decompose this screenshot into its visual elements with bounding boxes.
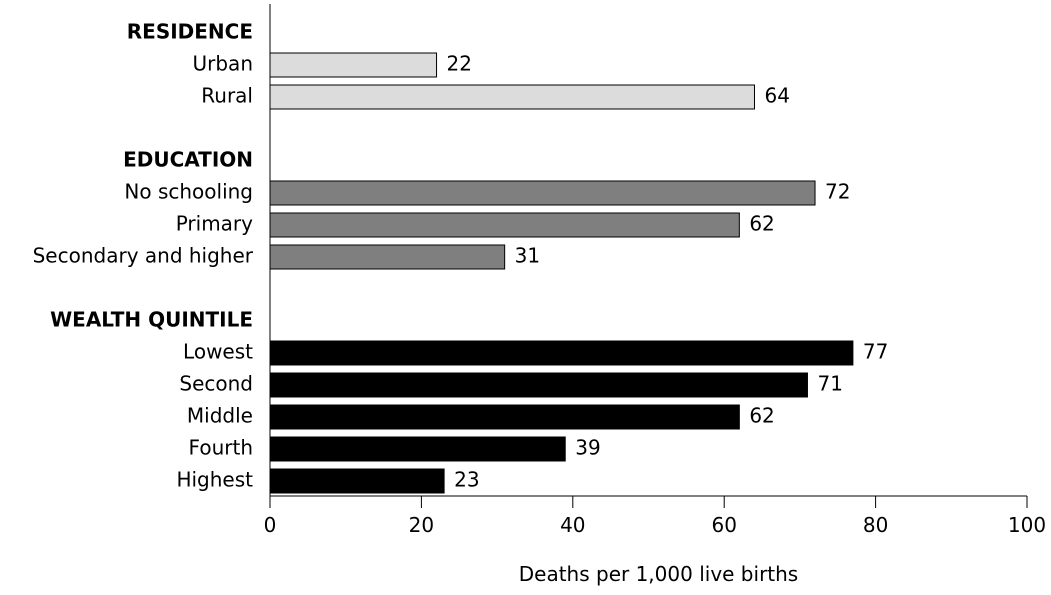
x-tick-label: 60 [711,513,736,537]
x-tick-label: 20 [409,513,434,537]
bar-no-schooling [269,180,816,206]
category-label-highest: Highest [176,468,253,492]
value-label-no-schooling: 72 [825,180,850,204]
bar-rural [269,84,755,110]
bar-fourth [269,436,566,462]
category-label-rural: Rural [201,84,253,108]
bar-primary [269,212,740,238]
value-label-urban: 22 [447,52,472,76]
group-label-education: EDUCATION [123,148,253,172]
x-tick-label: 40 [560,513,585,537]
category-label-secondary-and-higher: Secondary and higher [33,244,254,268]
group-label-wealth-quintile: WEALTH QUINTILE [50,308,253,332]
bar-urban [269,52,438,78]
bar-second [269,372,808,398]
x-tick-label: 100 [1008,513,1046,537]
plot-area: RESIDENCE Urban 22 Rural 64 EDUCATION No schoo… [33,20,888,494]
category-label-lowest: Lowest [183,340,253,364]
bar-middle [269,404,740,430]
value-label-primary: 62 [749,212,774,236]
category-label-fourth: Fourth [189,436,253,460]
category-label-second: Second [179,372,253,396]
category-label-no-schooling: No schooling [124,180,253,204]
value-label-second: 71 [817,372,842,396]
x-axis-title: Deaths per 1,000 live births [519,562,798,586]
value-label-fourth: 39 [575,436,600,460]
category-label-middle: Middle [187,404,253,428]
group-label-residence: RESIDENCE [127,20,253,44]
x-tick-label: 0 [264,513,277,537]
value-label-lowest: 77 [863,340,888,364]
value-label-secondary-and-higher: 31 [515,244,540,268]
value-label-rural: 64 [764,84,789,108]
category-label-primary: Primary [176,212,253,236]
x-axis-ticks: 0 20 40 60 80 100 [264,496,1046,537]
bar-lowest [269,340,854,366]
value-label-highest: 23 [454,468,479,492]
value-label-middle: 62 [749,404,774,428]
category-label-urban: Urban [193,52,254,76]
bar-highest [269,468,445,494]
bar-secondary-and-higher [269,244,506,270]
x-tick-label: 80 [863,513,888,537]
